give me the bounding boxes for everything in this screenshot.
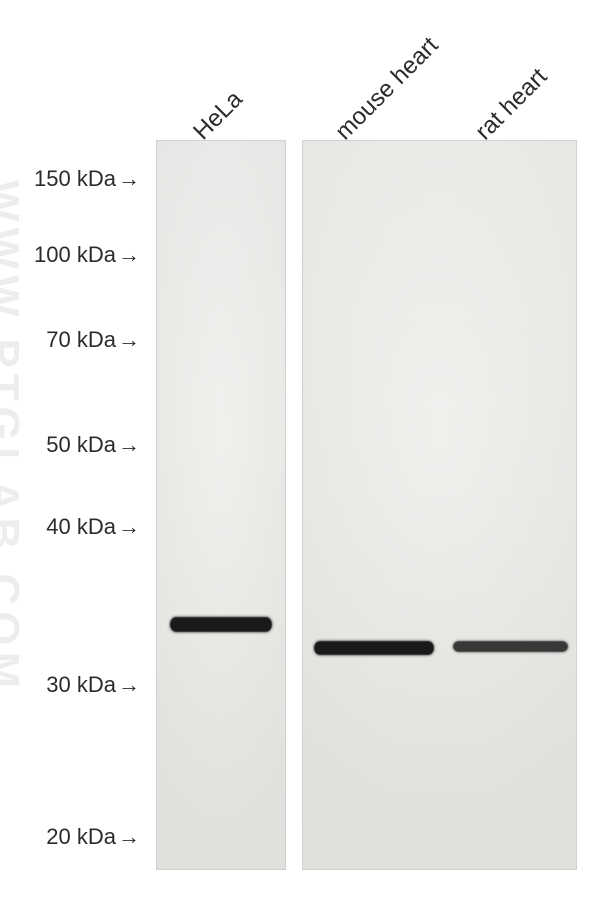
mw-marker: 50 kDa→ bbox=[46, 432, 140, 458]
mw-marker: 30 kDa→ bbox=[46, 672, 140, 698]
protein-band bbox=[170, 617, 272, 632]
mw-marker-text: 70 kDa bbox=[46, 327, 116, 353]
lane-label: rat heart bbox=[470, 63, 553, 146]
mw-marker-text: 150 kDa bbox=[34, 166, 116, 192]
protein-band bbox=[314, 641, 434, 655]
mw-marker: 20 kDa→ bbox=[46, 824, 140, 850]
panel-2 bbox=[302, 140, 577, 870]
watermark: WWW.PTGLAB.COM bbox=[0, 180, 28, 694]
panel-shade bbox=[157, 141, 285, 869]
arrow-right-icon: → bbox=[118, 329, 140, 351]
mw-marker: 100 kDa→ bbox=[34, 242, 140, 268]
mw-marker-text: 30 kDa bbox=[46, 672, 116, 698]
mw-marker-text: 50 kDa bbox=[46, 432, 116, 458]
arrow-right-icon: → bbox=[118, 168, 140, 190]
mw-marker: 150 kDa→ bbox=[34, 166, 140, 192]
arrow-right-icon: → bbox=[118, 434, 140, 456]
mw-marker-text: 100 kDa bbox=[34, 242, 116, 268]
panel-shade bbox=[303, 141, 576, 869]
lane-label: mouse heart bbox=[330, 32, 444, 146]
arrow-right-icon: → bbox=[118, 826, 140, 848]
wb-figure: WWW.PTGLAB.COM 150 kDa→100 kDa→70 kDa→50… bbox=[0, 0, 600, 903]
arrow-right-icon: → bbox=[118, 674, 140, 696]
mw-marker-text: 40 kDa bbox=[46, 514, 116, 540]
lane-label: HeLa bbox=[188, 86, 248, 146]
arrow-right-icon: → bbox=[118, 516, 140, 538]
protein-band bbox=[453, 641, 568, 652]
panel-1 bbox=[156, 140, 286, 870]
mw-marker: 40 kDa→ bbox=[46, 514, 140, 540]
arrow-right-icon: → bbox=[118, 244, 140, 266]
mw-marker-text: 20 kDa bbox=[46, 824, 116, 850]
mw-marker: 70 kDa→ bbox=[46, 327, 140, 353]
